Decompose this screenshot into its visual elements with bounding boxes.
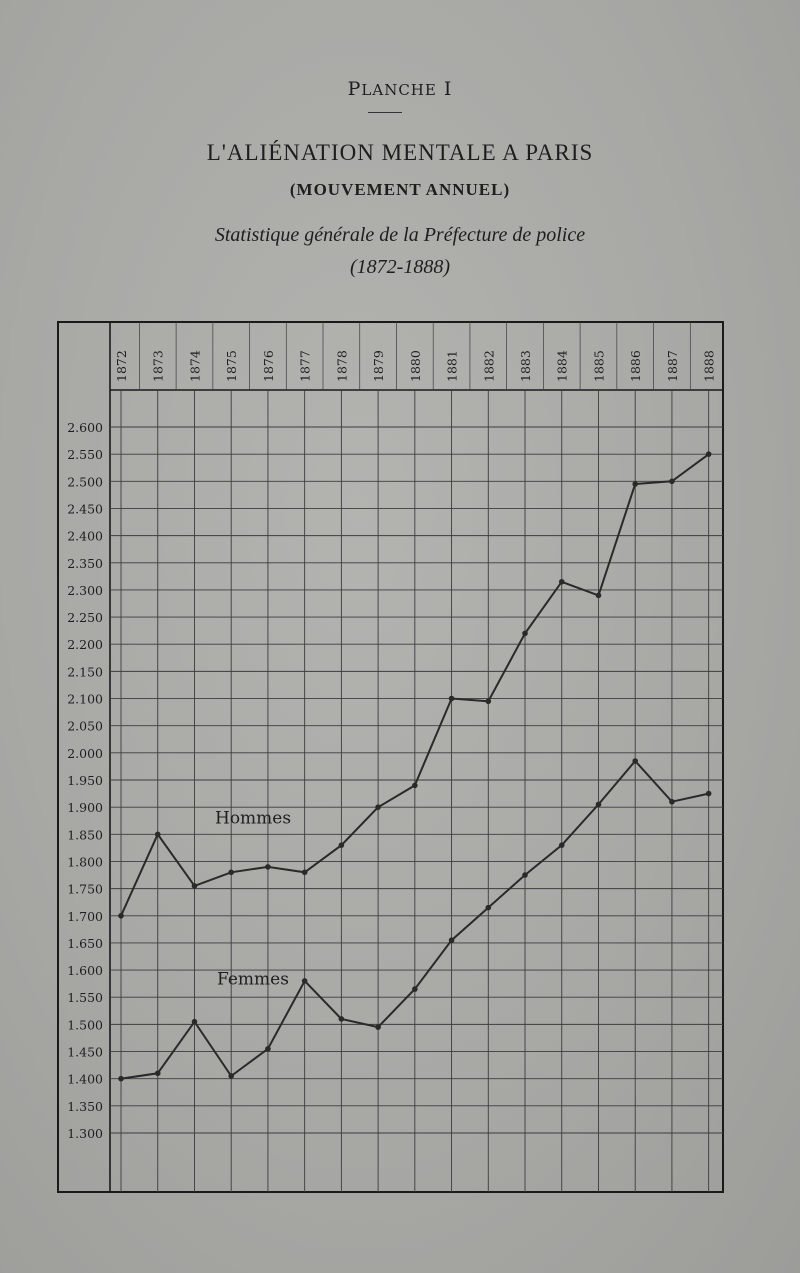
y-tick-label: 2.550 [67,447,103,462]
chart-border [57,321,724,1193]
data-point-hommes [228,869,234,876]
data-point-hommes [595,592,602,599]
x-tick-label: 1886 [628,350,643,382]
data-point-hommes [154,831,161,838]
title-rule [368,112,402,113]
y-tick-label: 2.400 [67,529,103,544]
y-tick-label: 1.900 [67,800,103,815]
data-point-hommes [338,842,345,848]
series-labels: Hommes Femmes [215,808,291,989]
data-point-hommes [705,451,712,457]
data-point-hommes [522,630,528,637]
x-tick-label: 1884 [555,350,570,382]
y-tick-label: 2.500 [67,474,103,489]
x-tick-label: 1880 [408,350,423,382]
y-tick-label: 2.050 [67,719,103,734]
data-point-femmes [705,790,712,797]
y-tick-label: 2.000 [67,746,103,761]
data-point-femmes [228,1073,234,1079]
y-tick-label: 1.950 [67,773,103,788]
data-point-femmes [412,986,418,992]
y-tick-label: 1.350 [67,1099,103,1114]
x-tick-label: 1888 [702,350,717,382]
x-tick-label: 1879 [371,350,386,382]
chart-series [118,451,712,1082]
data-point-hommes [558,578,565,585]
plate-text: PLANCHE I [347,78,453,100]
x-tick-label: 1881 [445,350,460,382]
data-point-femmes [522,872,528,878]
y-tick-label: 1.500 [67,1017,103,1032]
y-tick-label: 1.750 [67,882,103,897]
chart-source: Statistique générale de la Préfecture de… [214,224,586,246]
data-point-hommes [301,869,308,876]
data-point-femmes [375,1024,381,1030]
chart-title: L'ALIÉNATION MENTALE A PARIS [206,140,594,165]
data-point-femmes [595,801,602,808]
x-tick-label: 1885 [591,350,606,382]
data-point-femmes [338,1016,345,1022]
x-tick-label: 1882 [481,350,496,382]
data-point-femmes [301,978,308,984]
y-tick-label: 2.200 [67,637,103,652]
chart-grid [110,322,723,1192]
y-axis-tick-labels: 2.600 2.550 2.500 2.450 2.400 2.350 2.300 2.250… [67,420,103,1141]
data-point-femmes [485,904,492,911]
data-point-hommes [412,782,418,789]
x-tick-label: 1887 [665,350,680,382]
y-tick-label: 1.450 [67,1045,103,1060]
data-point-femmes [118,1075,124,1082]
chart-frame [57,321,724,1193]
y-tick-label: 2.350 [67,556,103,571]
y-tick-label: 1.600 [67,963,103,978]
data-point-femmes [558,842,565,848]
data-point-hommes [118,912,124,919]
x-tick-label: 1875 [224,350,239,382]
y-tick-label: 2.300 [67,583,103,598]
data-point-hommes [265,864,271,870]
data-point-femmes [632,758,638,764]
series-label-femmes: Femmes [217,970,289,990]
y-tick-label: 2.250 [67,610,103,625]
y-tick-label: 1.550 [67,990,103,1005]
data-point-femmes [265,1046,271,1052]
data-point-hommes [669,478,675,485]
series-label-hommes: Hommes [215,808,291,828]
plate-label: PLANCHE I [0,78,800,100]
data-point-femmes [448,937,455,944]
y-tick-label: 1.800 [67,854,103,869]
data-point-femmes [154,1070,161,1077]
data-point-hommes [191,883,198,889]
data-point-femmes [669,798,675,805]
y-tick-label: 2.150 [67,664,103,679]
x-axis-tick-labels: 1872 1873 1874 1875 1876 1877 1878 1879 1880 1881… [114,350,717,382]
y-tick-label: 1.400 [67,1072,103,1087]
x-tick-label: 1877 [298,350,313,382]
x-tick-label: 1883 [518,350,533,382]
data-point-hommes [375,804,381,810]
y-tick-label: 1.700 [67,909,103,924]
data-point-hommes [632,481,638,487]
chart-subtitle: (MOUVEMENT ANNUEL) [289,180,511,199]
y-tick-label: 2.450 [67,501,103,516]
data-point-femmes [191,1018,198,1025]
x-tick-label: 1873 [151,350,166,382]
y-tick-label: 1.300 [67,1126,103,1141]
data-point-hommes [485,698,492,705]
x-tick-label: 1872 [114,350,129,382]
chart-period: (1872-1888) [350,256,450,278]
data-point-hommes [448,695,455,702]
y-tick-label: 1.650 [67,936,103,951]
x-tick-label: 1876 [261,350,276,382]
y-tick-label: 2.600 [67,420,103,435]
x-tick-label: 1878 [334,350,349,382]
x-tick-label: 1874 [187,350,202,382]
y-tick-label: 1.850 [67,827,103,842]
y-tick-label: 2.100 [67,692,103,707]
